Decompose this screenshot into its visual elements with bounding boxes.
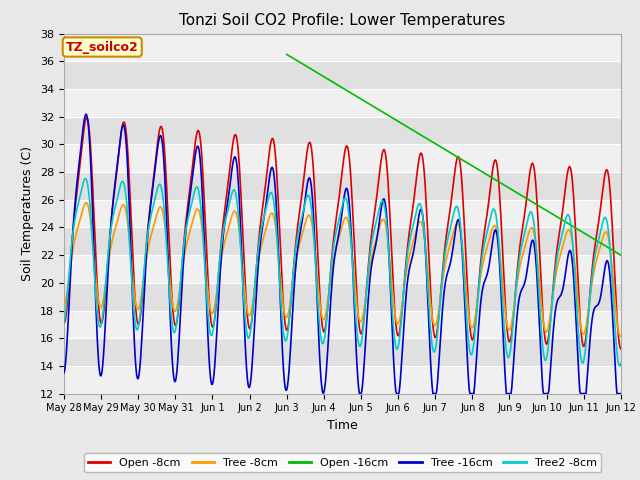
Text: TZ_soilco2: TZ_soilco2 [66,40,139,54]
Legend: Open -8cm, Tree -8cm, Open -16cm, Tree -16cm, Tree2 -8cm: Open -8cm, Tree -8cm, Open -16cm, Tree -… [84,453,601,472]
Tree2 -8cm [335,218,342,224]
Tree -8cm [566,230,574,236]
Tree2 -8cm [82,176,90,181]
Bar [64,366,621,394]
Tree -8cm [83,200,90,205]
Bar [64,283,621,311]
Tree2 -8cm [617,361,625,367]
Bar [64,34,621,61]
Open -8cm [207,318,215,324]
Tree2 -8cm [616,363,624,369]
Open -8cm [389,271,397,277]
Bar [64,144,621,172]
Tree2 -8cm [60,319,68,325]
Bar [64,117,621,144]
Tree -8cm [444,251,451,257]
Title: Tonzi Soil CO2 Profile: Lower Temperatures: Tonzi Soil CO2 Profile: Lower Temperatur… [179,13,506,28]
Tree -16cm [390,354,397,360]
Tree -16cm [83,111,90,117]
Line: Open -8cm: Open -8cm [64,118,621,349]
Tree -16cm [207,378,215,384]
Bar [64,255,621,283]
Tree2 -8cm [207,332,215,338]
Open -8cm [83,115,90,120]
Bar [64,200,621,228]
Tree -16cm [356,391,364,396]
Line: Tree2 -8cm: Tree2 -8cm [64,179,621,366]
Open -16cm [334,82,342,88]
Open -8cm [566,165,574,171]
Open -8cm [444,224,451,230]
Open -16cm [617,252,625,258]
Tree2 -8cm [389,313,397,319]
Bar [64,338,621,366]
Bar [64,61,621,89]
Bar [64,172,621,200]
Open -8cm [60,320,68,325]
Open -16cm [443,148,451,154]
Tree -16cm [617,391,625,396]
Tree -8cm [389,290,397,296]
Line: Tree -16cm: Tree -16cm [64,114,621,394]
Tree2 -8cm [566,220,574,226]
Tree2 -8cm [444,237,451,242]
Tree -8cm [335,236,342,242]
Tree -8cm [183,240,191,245]
Bar [64,89,621,117]
Open -8cm [183,209,191,215]
Open -8cm [335,199,342,204]
Tree -16cm [568,251,575,257]
Tree -8cm [617,333,625,339]
Line: Tree -8cm: Tree -8cm [64,203,621,336]
Open -16cm [388,115,396,120]
Tree -16cm [445,267,452,273]
Tree2 -8cm [183,221,191,227]
Tree -16cm [335,233,342,239]
Bar [64,228,621,255]
Y-axis label: Soil Temperatures (C): Soil Temperatures (C) [22,146,35,281]
Tree -8cm [60,302,68,308]
Open -16cm [566,222,573,228]
X-axis label: Time: Time [327,419,358,432]
Tree -16cm [60,370,68,376]
Open -8cm [617,346,625,352]
Tree -8cm [207,309,215,314]
Bar [64,311,621,338]
Line: Open -16cm: Open -16cm [287,54,621,255]
Tree -16cm [183,217,191,223]
